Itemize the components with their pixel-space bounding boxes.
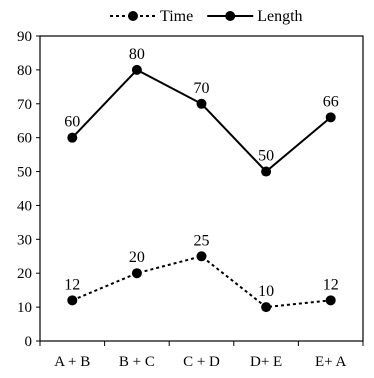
plot-area-frame [39,35,364,342]
data-label: 12 [323,276,339,293]
y-tick-label: 60 [17,131,32,147]
legend-item-time: Time [110,8,193,25]
data-point [67,132,78,143]
data-label: 80 [129,46,145,63]
data-point [196,251,207,262]
x-tick-label: C + D [183,354,220,370]
data-point [261,302,272,313]
legend-label: Time [160,8,193,25]
data-point [261,166,272,177]
series-time: 12 20 25 10 12 [64,232,339,313]
data-label: 20 [129,249,145,266]
data-point [67,295,78,306]
series-line [71,255,331,309]
y-tick-label: 0 [25,334,33,350]
data-point [131,64,142,75]
legend: Time Length [110,8,303,25]
x-tick-label: B + C [119,354,155,370]
data-label: 10 [258,283,274,300]
y-tick-label: 90 [17,29,32,45]
y-tick-label: 10 [17,300,32,316]
data-label: 60 [64,114,80,131]
data-label: 66 [323,93,339,110]
y-tick-label: 80 [17,63,32,79]
series-length: 60 80 70 50 66 [64,46,339,177]
data-point [325,112,336,123]
y-tick-label: 50 [17,165,32,181]
y-tick-label: 20 [17,266,32,282]
x-tick-label: E+ A [315,354,347,370]
y-tick-label: 40 [17,198,32,214]
data-point [196,98,207,109]
y-tick-label: 70 [17,97,32,113]
y-axis-ticks: 0 10 20 30 40 50 60 70 80 90 [17,29,40,350]
x-tick-label: A + B [54,354,90,370]
legend-label: Length [257,8,302,25]
series-layer: 12 20 25 10 12 60 80 70 50 66 [64,46,339,313]
legend-marker [225,11,236,21]
data-label: 12 [64,276,80,293]
x-axis-ticks: A + B B + C C + D D+ E E+ A [39,341,364,370]
legend-marker [128,11,138,21]
data-label: 25 [194,232,210,249]
data-label: 50 [258,148,274,165]
data-label: 70 [194,80,210,97]
data-point [131,268,142,279]
data-point [325,295,336,306]
legend-item-length: Length [207,8,303,25]
x-tick-label: D+ E [250,354,282,370]
y-tick-label: 30 [17,232,32,248]
